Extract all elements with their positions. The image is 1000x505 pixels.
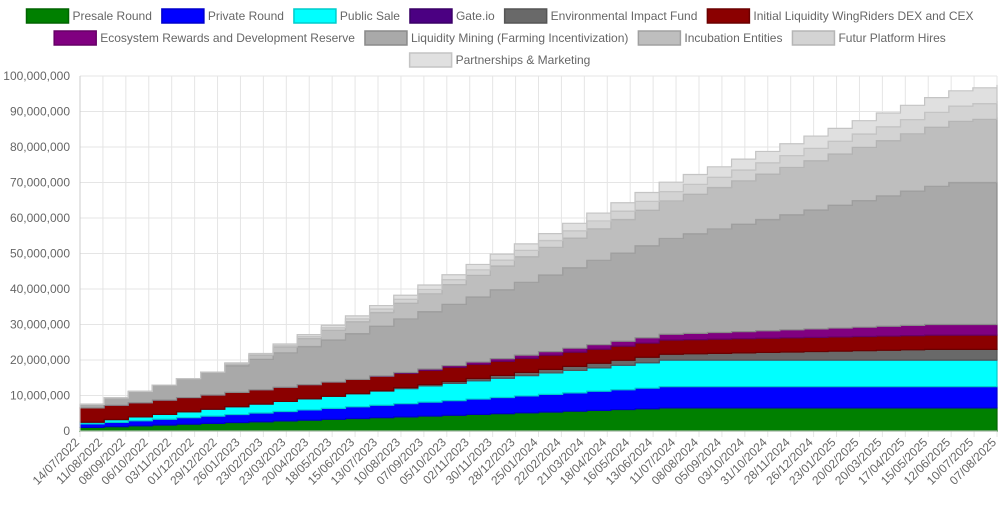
legend-swatch xyxy=(503,8,548,24)
legend-label: Public Sale xyxy=(340,9,400,23)
legend-item-initial-liquidity-wingriders-dex-and-cex[interactable]: Initial Liquidity WingRiders DEX and CEX xyxy=(706,8,974,24)
legend-item-private-round[interactable]: Private Round xyxy=(161,8,284,24)
legend-item-gate-io[interactable]: Gate.io xyxy=(409,8,495,24)
legend-swatch xyxy=(706,8,751,24)
y-tick-label: 70,000,000 xyxy=(10,176,70,190)
legend-item-partnerships-marketing[interactable]: Partnerships & Marketing xyxy=(408,52,591,68)
y-tick-label: 80,000,000 xyxy=(10,140,70,154)
y-axis: 0 10,000,000 20,000,000 30,000,000 40,000,00… xyxy=(3,69,81,438)
legend-item-environmental-impact-fund[interactable]: Environmental Impact Fund xyxy=(503,8,698,24)
legend-label: Futur Platform Hires xyxy=(838,31,945,45)
legend-item-liquidity-mining-farming-incentivization[interactable]: Liquidity Mining (Farming Incentivizatio… xyxy=(364,30,628,46)
legend-swatch xyxy=(791,30,836,46)
legend-label: Partnerships & Marketing xyxy=(456,53,591,67)
legend-item-presale-round[interactable]: Presale Round xyxy=(25,8,152,24)
legend: Presale Round Private Round Public Sale Gat… xyxy=(25,8,974,68)
legend-swatch xyxy=(25,8,70,24)
y-tick-label: 20,000,000 xyxy=(10,353,70,367)
y-tick-label: 50,000,000 xyxy=(10,247,70,261)
y-tick-label: 100,000,000 xyxy=(3,69,70,83)
legend-swatch xyxy=(293,8,337,24)
y-tick-label: 60,000,000 xyxy=(10,211,70,225)
legend-label: Initial Liquidity WingRiders DEX and CEX xyxy=(753,9,973,23)
legend-swatch xyxy=(637,30,682,46)
legend-item-futur-platform-hires[interactable]: Futur Platform Hires xyxy=(791,30,946,46)
y-tick-label: 30,000,000 xyxy=(10,318,70,332)
legend-label: Liquidity Mining (Farming Incentivizatio… xyxy=(411,31,628,45)
legend-item-incubation-entities[interactable]: Incubation Entities xyxy=(637,30,782,46)
series-area-partnerships-marketing xyxy=(80,84,998,405)
legend-swatch xyxy=(408,52,453,68)
y-tick-label: 0 xyxy=(63,424,70,438)
y-tick-label: 40,000,000 xyxy=(10,282,70,296)
legend-label: Gate.io xyxy=(456,9,495,23)
legend-item-public-sale[interactable]: Public Sale xyxy=(293,8,400,24)
legend-swatch xyxy=(53,30,97,46)
x-axis: 14/07/202211/08/202208/09/202206/10/2022… xyxy=(30,430,999,488)
legend-label: Private Round xyxy=(208,9,284,23)
legend-swatch xyxy=(364,30,408,46)
legend-swatch xyxy=(409,8,453,24)
legend-label: Presale Round xyxy=(73,9,152,23)
y-tick-label: 90,000,000 xyxy=(10,105,70,119)
y-tick-label: 10,000,000 xyxy=(10,389,70,403)
legend-item-ecosystem-rewards-and-development-reserve[interactable]: Ecosystem Rewards and Development Reserv… xyxy=(53,30,355,46)
legend-label: Environmental Impact Fund xyxy=(551,9,698,23)
legend-label: Ecosystem Rewards and Development Reserv… xyxy=(100,31,355,45)
legend-label: Incubation Entities xyxy=(684,31,782,45)
legend-swatch xyxy=(161,8,205,24)
series-areas xyxy=(79,84,998,432)
